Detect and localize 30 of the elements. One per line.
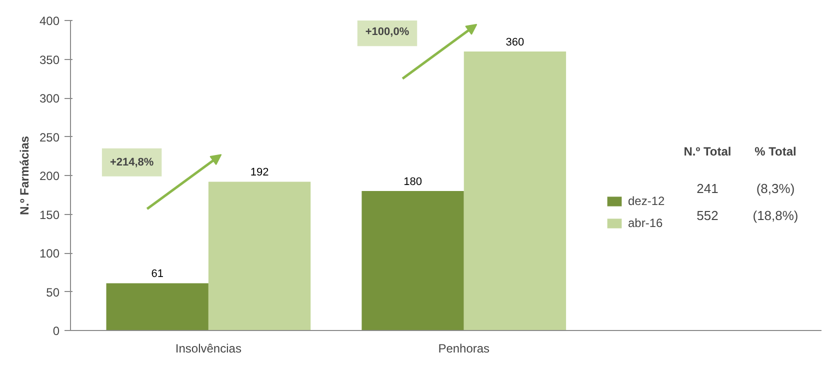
- y-tick-label: 350: [39, 52, 60, 67]
- bar: [464, 52, 566, 330]
- text: 552: [696, 208, 718, 223]
- y-tick-label: 100: [39, 246, 60, 260]
- data-label: 180: [404, 176, 422, 188]
- y-tick-label: 250: [39, 130, 60, 144]
- bar: [208, 182, 311, 330]
- annotation: +214,8%: [110, 156, 154, 168]
- legend-label: abr-16: [628, 216, 664, 230]
- y-tick-label: 0: [52, 324, 60, 338]
- text: N.º Total: [684, 144, 732, 158]
- text: % Total: [754, 144, 796, 158]
- y-axis-title: N.º Farmácias: [17, 136, 32, 216]
- x-tick-label: Penhoras: [438, 342, 490, 356]
- text: 241: [696, 181, 718, 196]
- bar: [106, 283, 208, 330]
- legend-label: dez-12: [628, 194, 666, 208]
- y-tick-label: 150: [39, 208, 60, 222]
- y-tick-label: 200: [39, 169, 60, 183]
- x-tick-label: Insolvências: [175, 342, 242, 356]
- data-label: 360: [506, 36, 524, 48]
- y-tick-label: 400: [39, 14, 60, 28]
- data-label: 61: [151, 268, 164, 280]
- y-tick-label: 300: [39, 92, 60, 106]
- annotation: +100,0%: [365, 26, 410, 38]
- text: (18,8%): [752, 208, 798, 223]
- data-label: 192: [250, 166, 269, 178]
- y-tick-label: 50: [46, 285, 60, 300]
- text: (8,3%): [756, 181, 795, 196]
- bar: [362, 191, 464, 330]
